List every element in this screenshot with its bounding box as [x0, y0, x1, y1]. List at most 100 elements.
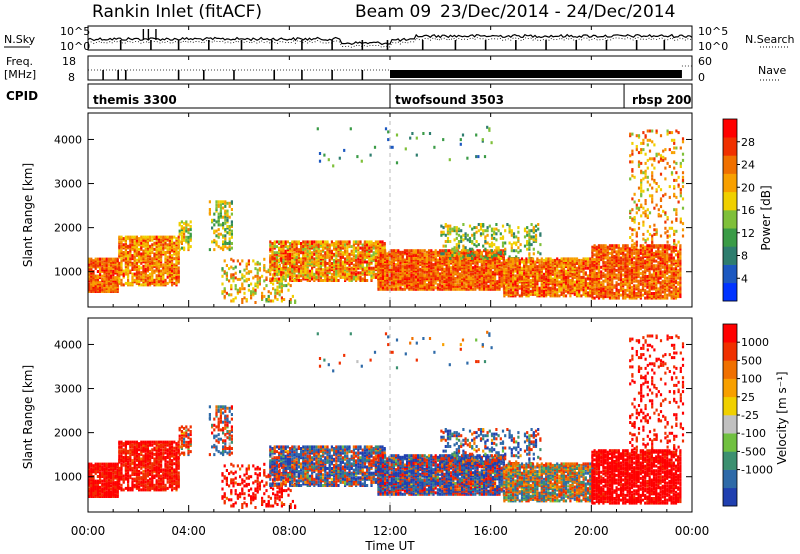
data-pixel	[280, 284, 283, 288]
data-pixel	[589, 277, 592, 281]
data-pixel	[348, 245, 351, 249]
data-pixel	[359, 242, 362, 245]
data-pixel	[245, 277, 248, 281]
data-pixel	[386, 252, 389, 256]
data-pixel	[120, 254, 123, 258]
data-pixel	[549, 294, 552, 298]
data-pixel	[171, 254, 174, 258]
data-pixel	[313, 274, 316, 278]
data-pixel	[562, 283, 565, 287]
data-pixel	[608, 282, 612, 286]
data-pixel	[449, 232, 452, 236]
data-pixel	[232, 273, 235, 277]
data-pixel	[370, 249, 373, 253]
data-pixel	[392, 258, 395, 262]
data-pixel	[346, 272, 349, 276]
data-pixel	[518, 271, 521, 275]
data-pixel	[531, 282, 535, 286]
data-pixel	[175, 268, 178, 271]
data-pixel	[527, 265, 530, 269]
data-pixel	[226, 220, 229, 224]
data-pixel	[484, 229, 487, 233]
data-pixel	[517, 230, 520, 234]
data-pixel	[455, 236, 458, 240]
data-pixel	[604, 248, 607, 252]
data-pixel	[604, 265, 607, 269]
data-pixel	[445, 286, 448, 290]
data-pixel	[519, 243, 522, 247]
data-pixel	[439, 264, 442, 268]
data-pixel	[140, 275, 143, 279]
data-pixel	[289, 252, 292, 256]
data-pixel	[474, 257, 477, 260]
data-pixel	[173, 263, 176, 267]
freq-unit: [MHz]	[4, 68, 36, 81]
data-pixel	[230, 242, 233, 245]
data-pixel	[430, 249, 433, 253]
data-pixel	[295, 249, 298, 253]
data-pixel	[485, 278, 488, 282]
nsearch-line	[87, 37, 693, 48]
data-pixel	[483, 284, 486, 288]
data-pixel	[224, 215, 227, 219]
data-pixel	[241, 276, 244, 280]
data-pixel	[495, 246, 498, 250]
data-pixel	[495, 227, 498, 231]
data-pixel	[485, 261, 488, 265]
data-pixel	[222, 240, 225, 244]
data-pixel	[226, 201, 229, 205]
data-pixel	[525, 260, 528, 264]
data-pixel	[479, 232, 483, 236]
data-pixel	[245, 271, 248, 275]
data-pixel	[504, 241, 507, 245]
data-pixel	[447, 253, 450, 257]
data-pixel	[589, 274, 592, 278]
data-pixel	[105, 274, 108, 278]
data-pixel	[549, 260, 552, 264]
data-pixel	[606, 265, 609, 269]
data-pixel	[339, 255, 342, 259]
data-pixel	[498, 278, 501, 282]
data-pixel	[419, 275, 422, 279]
data-pixel	[317, 255, 320, 259]
data-pixel	[456, 272, 459, 276]
data-pixel	[547, 288, 550, 292]
data-pixel	[518, 285, 521, 289]
data-pixel	[421, 283, 424, 287]
data-pixel	[507, 271, 510, 275]
data-pixel	[99, 288, 102, 292]
data-pixel	[333, 263, 336, 267]
data-pixel	[164, 257, 167, 261]
data-pixel	[604, 279, 607, 283]
data-pixel	[230, 235, 233, 239]
data-pixel	[476, 272, 479, 276]
data-pixel	[355, 242, 358, 245]
data-pixel	[328, 271, 331, 275]
data-pixel	[291, 245, 294, 249]
data-pixel	[243, 274, 246, 278]
data-pixel	[370, 243, 373, 247]
data-pixel	[311, 242, 314, 245]
data-pixel	[379, 283, 382, 287]
data-pixel	[578, 285, 581, 289]
data-pixel	[490, 227, 494, 231]
data-pixel	[370, 257, 373, 261]
data-pixel	[434, 250, 437, 254]
data-pixel	[157, 269, 160, 273]
data-pixel	[273, 252, 276, 256]
data-pixel	[582, 275, 585, 279]
data-pixel	[532, 252, 535, 256]
data-pixel	[441, 264, 444, 268]
data-pixel	[457, 233, 461, 237]
data-pixel	[263, 294, 266, 298]
data-pixel	[458, 275, 461, 279]
data-pixel	[595, 282, 598, 286]
data-pixel	[523, 235, 527, 239]
data-pixel	[293, 263, 296, 267]
data-pixel	[138, 275, 141, 279]
data-pixel	[330, 266, 333, 270]
data-pixel	[228, 237, 231, 241]
data-pixel	[575, 271, 579, 275]
data-pixel	[171, 269, 174, 273]
data-pixel	[606, 262, 609, 266]
